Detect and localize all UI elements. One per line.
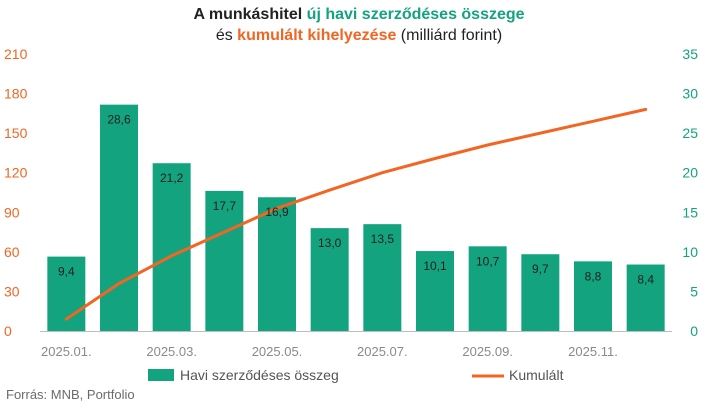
y-left-tick-label: 180: [4, 86, 28, 102]
bar-data-label: 13,0: [318, 236, 342, 250]
x-tick-label: 2025.05.: [252, 344, 303, 359]
bar-data-label: 28,6: [107, 113, 131, 127]
x-tick-label: 2025.07.: [357, 344, 408, 359]
bar-data-label: 9,7: [532, 262, 549, 276]
x-tick-label: 2025.09.: [462, 344, 513, 359]
x-tick-label: 2025.01.: [41, 344, 92, 359]
y-left-tick-label: 120: [4, 165, 28, 181]
bar: [416, 251, 454, 331]
bar: [258, 197, 296, 331]
title-line2-prefix: és: [215, 27, 238, 44]
y-left-tick-label: 60: [4, 244, 20, 260]
bar: [205, 190, 244, 331]
bar: [521, 254, 560, 331]
cumulative-line: [64, 107, 648, 321]
bar-data-label: 17,7: [213, 199, 237, 213]
title-line1-prefix: A munkáshitel: [193, 6, 307, 23]
y-left-tick-label: 30: [4, 283, 20, 299]
y-right-tick-label: 30: [682, 86, 698, 102]
bar: [468, 246, 507, 331]
title-line2-highlight: kumulált kihelyezése: [237, 27, 397, 44]
y-left-tick-label: 90: [4, 204, 20, 220]
chart-title-line1: A munkáshitel új havi szerződéses összeg…: [0, 6, 718, 24]
y-right-tick-label: 10: [682, 244, 698, 260]
y-right-tick-label: 25: [682, 125, 698, 141]
y-left-tick-label: 0: [4, 323, 12, 339]
bar-data-label: 21,2: [160, 171, 184, 185]
bar: [100, 104, 138, 331]
y-right-tick-label: 5: [690, 283, 698, 299]
y-left-tick-label: 210: [4, 46, 28, 62]
bar-data-label: 9,4: [58, 265, 75, 279]
bar: [626, 264, 665, 331]
legend-bar-swatch: [148, 369, 174, 381]
bar-data-label: 13,5: [371, 232, 395, 246]
bar: [574, 261, 612, 331]
x-tick-label: 2025.03.: [146, 344, 197, 359]
legend-line-label: Kumulált: [509, 367, 564, 383]
bar: [363, 224, 402, 331]
title-line2-suffix: (milliárd forint): [396, 27, 503, 44]
x-tick-label: 2025.11.: [568, 344, 618, 359]
chart-title-line2: és kumulált kihelyezése (milliárd forint…: [0, 27, 718, 45]
bar-data-label: 8,8: [585, 269, 602, 283]
y-right-tick-label: 0: [690, 323, 698, 339]
y-right-tick-label: 20: [682, 165, 698, 181]
bar-data-label: 8,4: [637, 273, 654, 287]
bar: [310, 228, 349, 331]
title-line1-highlight: új havi szerződéses összege: [306, 6, 525, 23]
bar-data-label: 10,7: [476, 254, 500, 268]
y-right-tick-label: 35: [682, 46, 698, 62]
legend-bar-label: Havi szerződéses összeg: [180, 367, 339, 383]
y-left-tick-label: 150: [4, 125, 28, 141]
bar: [152, 163, 191, 331]
y-right-tick-label: 15: [682, 204, 698, 220]
bar-data-label: 16,9: [265, 205, 289, 219]
source-note: Forrás: MNB, Portfolio: [6, 387, 135, 402]
bar-data-label: 10,1: [423, 259, 447, 273]
